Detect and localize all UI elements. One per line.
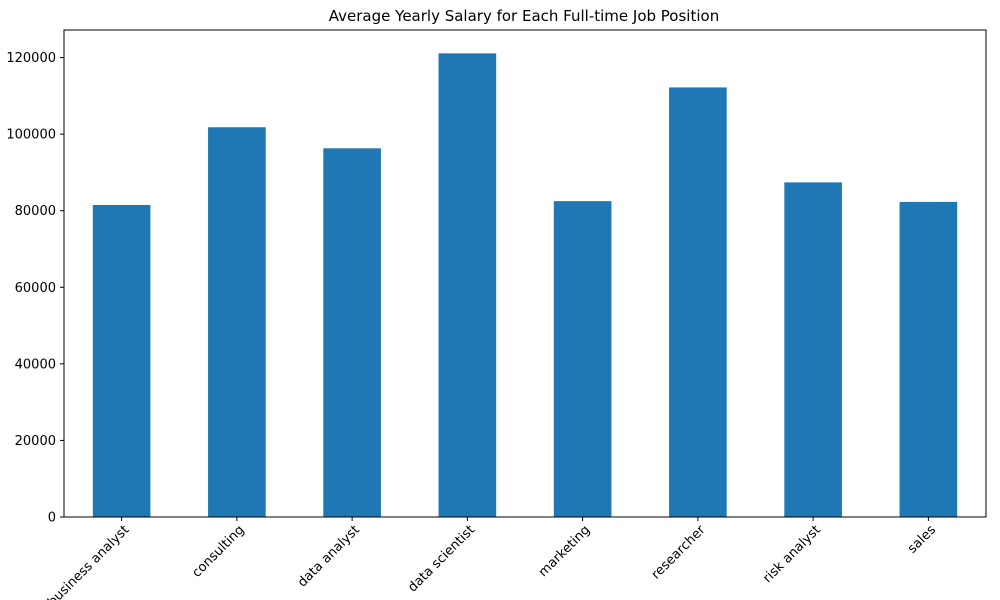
bar-1 bbox=[208, 127, 266, 517]
y-tick-label-6: 120000 bbox=[6, 51, 56, 66]
x-tick-label-7: sales bbox=[905, 522, 939, 556]
bar-2 bbox=[323, 148, 381, 517]
plot-area: 0 20000 40000 60000 80000 100000 120000 busines… bbox=[6, 29, 987, 600]
chart-title: Average Yearly Salary for Each Full-time… bbox=[329, 7, 719, 25]
x-tick-label-2: data analyst bbox=[295, 523, 363, 591]
bar-0 bbox=[92, 204, 151, 517]
y-tick-label-4: 80000 bbox=[15, 204, 56, 219]
bar-3 bbox=[438, 53, 497, 518]
axes-frame bbox=[63, 29, 987, 518]
bar-5 bbox=[669, 87, 727, 517]
bar-4 bbox=[553, 201, 612, 517]
x-tick-label-4: marketing bbox=[536, 523, 593, 580]
y-tick-label-5: 100000 bbox=[6, 128, 56, 143]
y-tick-label-2: 40000 bbox=[15, 357, 56, 372]
bar-6 bbox=[784, 182, 842, 517]
y-tick-label-0: 0 bbox=[48, 511, 56, 526]
x-tick-label-0: business analyst bbox=[45, 523, 132, 600]
x-tick-label-3: data scientist bbox=[405, 523, 478, 596]
y-tick-label-1: 20000 bbox=[15, 434, 56, 449]
x-tick-label-6: risk analyst bbox=[760, 523, 823, 586]
y-tick-label-3: 60000 bbox=[15, 281, 56, 296]
bar-7 bbox=[899, 201, 958, 517]
x-tick-label-5: researcher bbox=[649, 522, 709, 582]
x-tick-label-1: consulting bbox=[189, 523, 247, 581]
